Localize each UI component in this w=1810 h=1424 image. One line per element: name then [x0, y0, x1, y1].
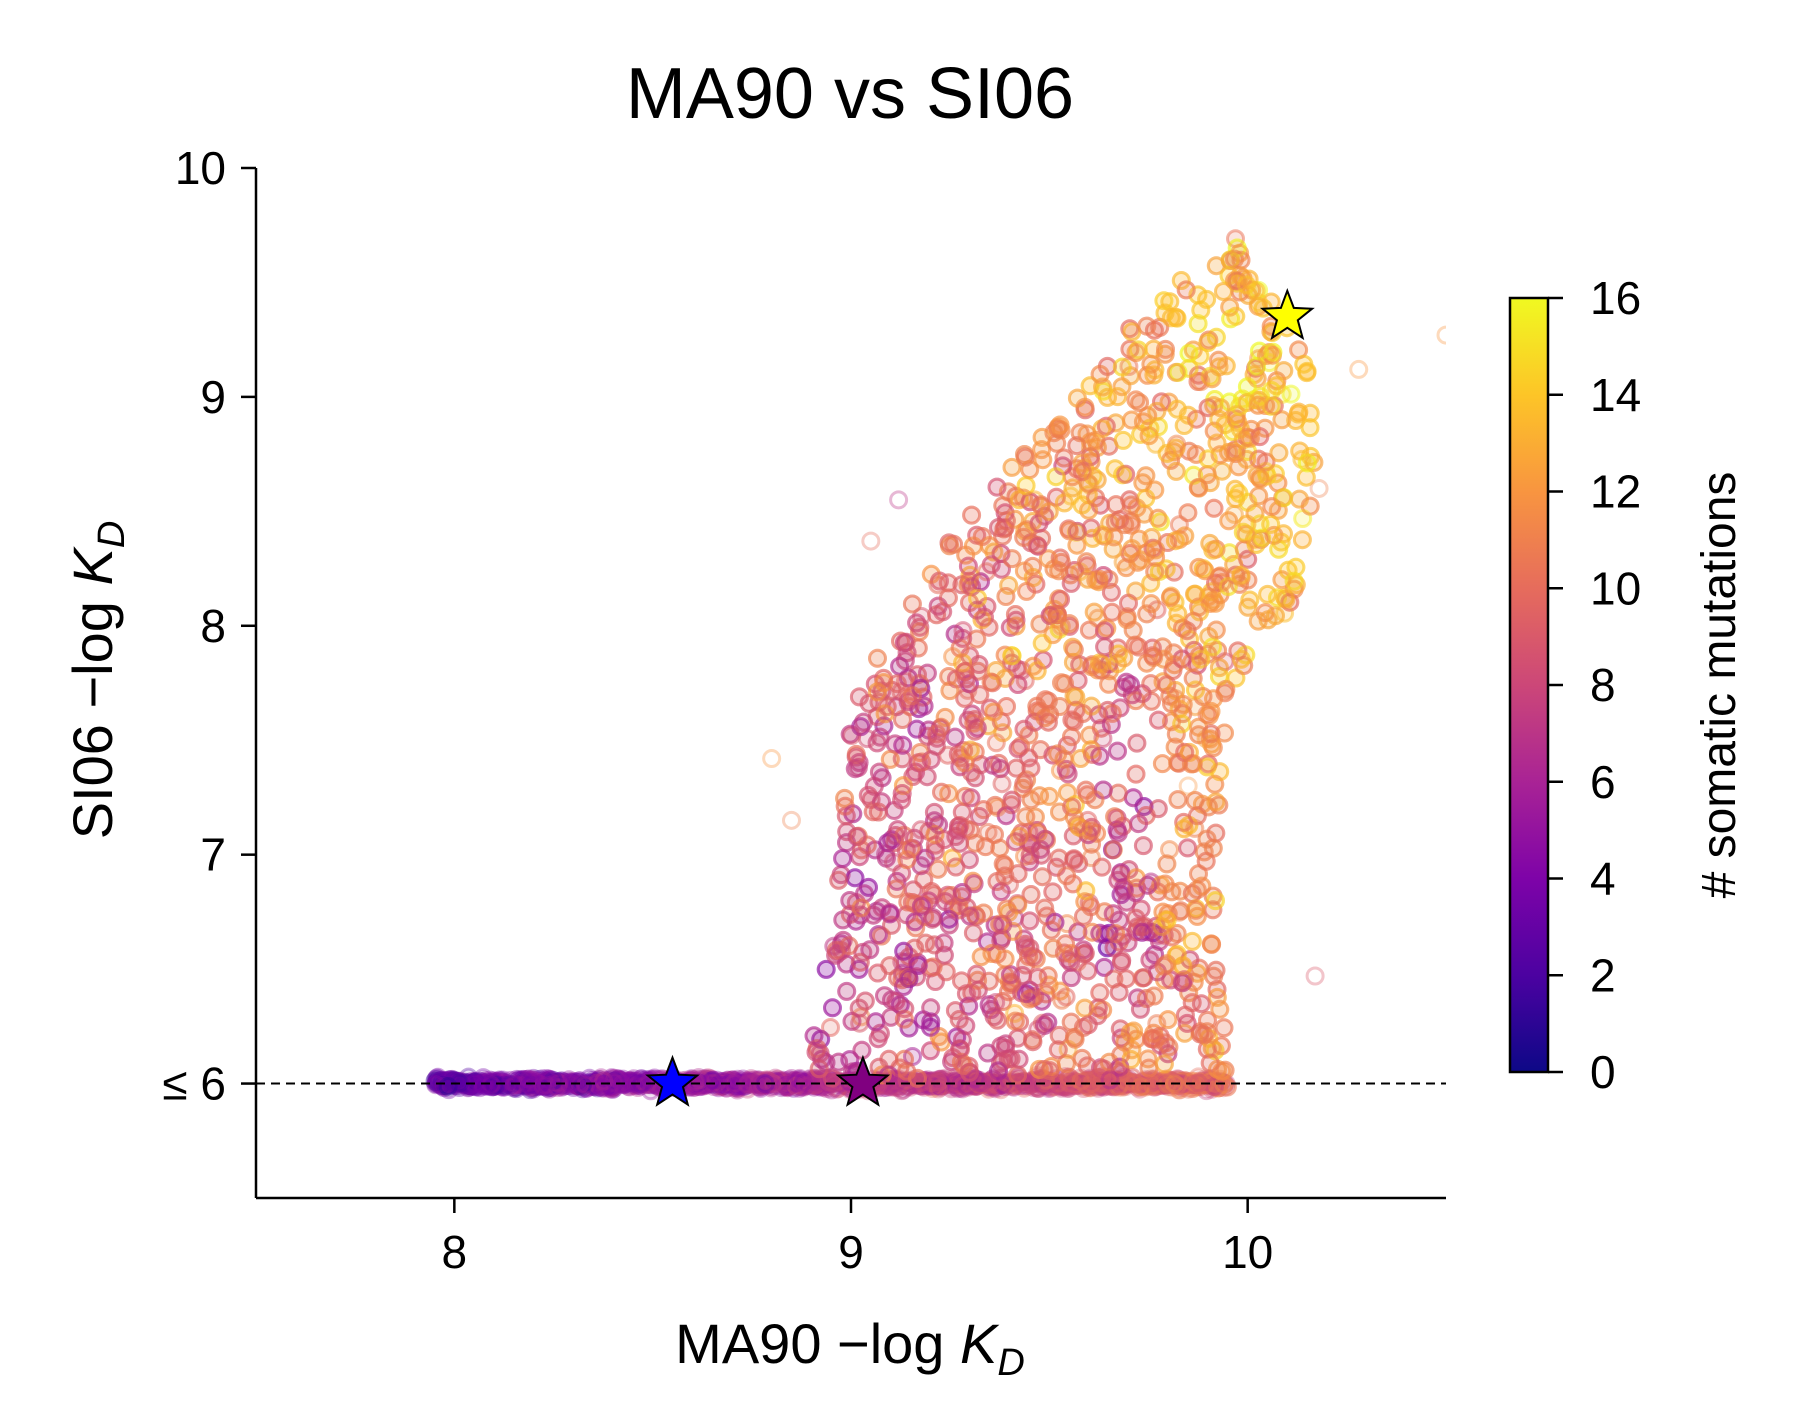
y-axis-ticks: ≤ 6 7 8 9 10 [162, 142, 256, 1110]
y-tick-label: 10 [175, 142, 226, 194]
highlight-star-2 [835, 1054, 891, 1107]
y-tick-label: 7 [200, 829, 226, 881]
y-tick-label: ≤ 6 [162, 1058, 226, 1110]
y-axis-label: SI06 −log KD [61, 521, 133, 840]
chart-title: MA90 vs SI06 [626, 54, 1074, 134]
colorbar: 0 2 4 6 8 10 12 14 16 # somatic mutations [1508, 272, 1746, 1098]
x-tick-label: 9 [838, 1226, 864, 1278]
y-tick-label: 9 [200, 371, 226, 423]
highlight-star-1 [645, 1054, 700, 1107]
highlighted-points [645, 287, 1315, 1107]
colorbar-tick-label: 4 [1590, 853, 1616, 905]
colorbar-label: # somatic mutations [1693, 472, 1746, 899]
point-cloud [425, 229, 1446, 1101]
x-axis-label: MA90 −log KD [675, 1312, 1025, 1384]
colorbar-tick-label: 6 [1590, 756, 1616, 808]
colorbar-tick-label: 10 [1590, 562, 1641, 614]
colorbar-tick-label: 2 [1590, 949, 1616, 1001]
colorbar-tick-label: 14 [1590, 369, 1641, 421]
x-axis-ticks: 8 9 10 [442, 1198, 1273, 1278]
colorbar-tick-label: 12 [1590, 466, 1641, 518]
colorbar-tick-label: 16 [1590, 272, 1641, 324]
x-tick-label: 10 [1222, 1226, 1273, 1278]
colorbar-tick-label: 0 [1590, 1046, 1616, 1098]
y-tick-label: 8 [200, 600, 226, 652]
colorbar-tick-label: 8 [1590, 659, 1616, 711]
highlight-star-3 [1259, 287, 1315, 341]
colorbar-gradient [1508, 296, 1550, 1074]
x-tick-label: 8 [442, 1226, 468, 1278]
